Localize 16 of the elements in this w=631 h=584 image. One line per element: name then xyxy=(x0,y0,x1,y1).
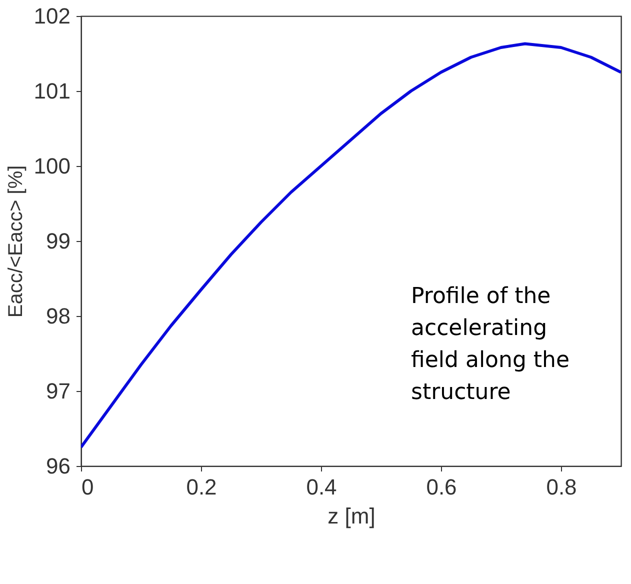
y-axis-title: Eacc/<Eacc> [%] xyxy=(4,165,27,318)
y-tick-label: 101 xyxy=(34,78,70,104)
y-tick-label: 96 xyxy=(46,454,70,478)
y-tick-label: 100 xyxy=(34,154,70,178)
x-tick-label: 0 xyxy=(82,474,94,500)
x-tick-label: 0.8 xyxy=(546,474,577,500)
y-tick-label: 97 xyxy=(46,378,70,404)
line-series xyxy=(81,42,621,449)
x-axis-title: z [m] xyxy=(328,504,376,528)
x-tick-label: 0.4 xyxy=(306,474,337,500)
y-tick-label: 99 xyxy=(46,228,70,254)
y-tick-label: 98 xyxy=(46,304,70,328)
y-tick-label: 102 xyxy=(34,4,70,28)
x-tick-label: 0.2 xyxy=(186,474,217,500)
annotation: Profile of the accelerating field along the structure xyxy=(411,284,570,405)
x-tick-label: 0.6 xyxy=(426,474,457,500)
